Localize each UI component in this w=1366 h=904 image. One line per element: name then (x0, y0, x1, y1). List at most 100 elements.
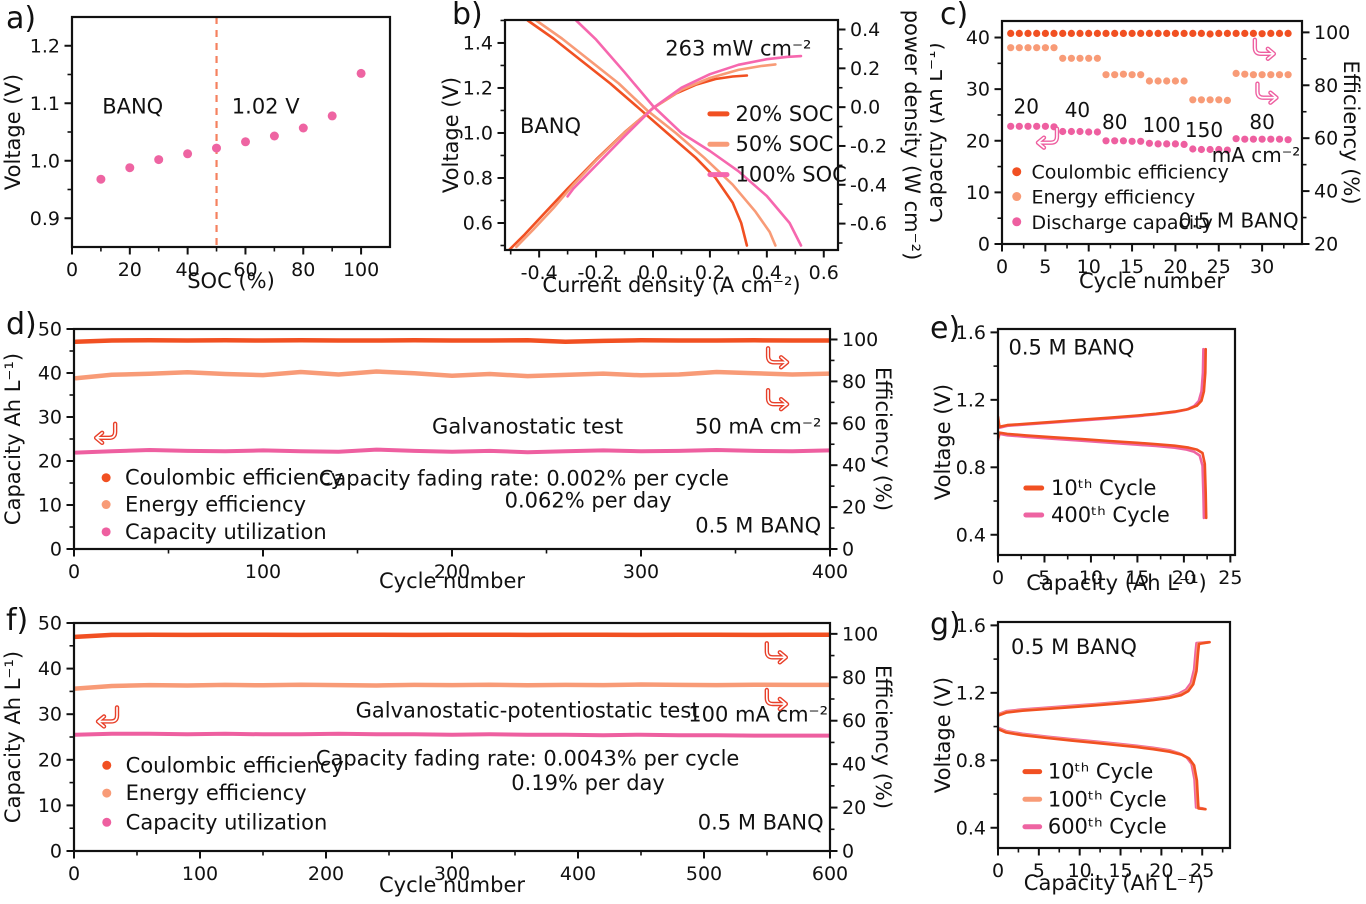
panel-b-label: b) (452, 0, 483, 32)
chart-text: -0.2 (850, 135, 887, 157)
chart-text: 5 (1039, 256, 1051, 278)
panel-f: f) 0 100 200 300 400 500 600 0 10 20 30 40 50 0 20 40 60… (0, 600, 900, 904)
annotation: 0.062% per day (505, 489, 672, 513)
series-50-soc-polarization (535, 19, 777, 247)
axis-ticks (66, 328, 838, 557)
chart-text: 5 (1033, 860, 1045, 882)
x-axis-label: Cycle number (379, 569, 525, 593)
chart-text: 20 (842, 797, 866, 819)
chart-text: 100 (842, 623, 878, 645)
panel-e-label: e) (930, 311, 961, 346)
legend-swatch-dot (101, 500, 111, 510)
x-axis-label: Cycle number (1079, 269, 1225, 293)
series-ocv (96, 68, 366, 184)
chart-text: 0.0 (638, 262, 668, 284)
chart-text: 0 (50, 841, 62, 863)
annotation: 0.5 M BANQ (695, 513, 821, 537)
chart-text: 50 (38, 319, 62, 341)
axis-ticks (66, 622, 838, 859)
axis-direction-arrow-right (764, 687, 789, 712)
panel-g: g) 0 5 10 15 20 25 0.4 0.8 1.2 1.6 Capacity (Ah L⁻… (900, 600, 1366, 904)
panel-c-chart: 0 5 10 15 20 25 30 0 10 20 30 40 20 40 60 80 100 Cycle nu… (930, 19, 1363, 293)
chart-text: 20 (1172, 567, 1196, 589)
legend: 20% SOC 50% SOC 100% SOC (707, 102, 847, 187)
chart-text: 0.9 (30, 208, 60, 230)
annotation: Galvanostatic-potentiostatic test (356, 698, 700, 722)
axis-direction-arrow-right (765, 387, 790, 412)
chart-text: 400 (812, 561, 848, 583)
panel-d: d) 0 100 200 300 400 0 10 20 30 40 50 0 20 40 60 80 100 C… (0, 300, 900, 600)
legend-swatch-dot (101, 473, 111, 483)
annotation: 0.5 M BANQ (1008, 335, 1134, 359)
legend: 10ᵗʰ Cycle 100ᵗʰ Cycle 600ᵗʰ Cycle (1022, 760, 1167, 839)
legend-label: 100ᵗʰ Cycle (1048, 787, 1167, 811)
annotation: 263 mW cm⁻² (665, 36, 811, 60)
chart-text: 300 (434, 863, 470, 885)
chart-text: 40 (38, 363, 62, 385)
annotation: Galvanostatic test (432, 415, 623, 439)
x-axis-label: SOC (%) (187, 269, 275, 293)
chart-text: 400 (560, 863, 596, 885)
plot-frame (1000, 19, 1304, 246)
axis-ticks (64, 44, 363, 255)
series-400th-discharge (997, 432, 1206, 520)
legend-label: Capacity utilization (125, 520, 327, 544)
chart-text: 10 (1068, 860, 1092, 882)
x-axis-label: Capacity (Ah L⁻¹) (1026, 571, 1206, 595)
panel-e: e) 0 5 10 15 20 25 0.4 0.8 1.2 1.6 Capacity (Ah L⁻… (900, 300, 1366, 600)
series-10th-charge (997, 347, 1208, 429)
chart-text: 200 (434, 561, 470, 583)
y-axis-label-right: Efficiency (%) (871, 665, 895, 809)
chart-text: 600 (812, 863, 848, 885)
chart-text: 0.4 (956, 817, 986, 839)
axis-direction-arrow-left (93, 421, 118, 446)
axis-direction-arrow-right (1252, 37, 1277, 61)
legend-label: 10ᵗʰ Cycle (1048, 760, 1153, 784)
tick-labels: -0.4 -0.2 0.0 0.2 0.4 0.6 0.6 0.8 1.0 1.2 1.4 0.4 0.… (463, 19, 887, 284)
legend-label: 50% SOC (736, 132, 834, 156)
chart-text: 1.6 (956, 322, 986, 344)
annotation: 20 (1014, 94, 1039, 118)
chart-text: 10 (1077, 256, 1101, 278)
chart-text: 15 (1125, 567, 1149, 589)
chart-text: 1.2 (30, 35, 60, 57)
chart-text: 80 (842, 371, 866, 393)
chart-text: 80 (291, 259, 315, 281)
axis-direction-arrow-left (1035, 126, 1060, 150)
chart-text: 20 (1163, 256, 1187, 278)
panel-d-chart: 0 100 200 300 40001020304050020406080100Cycl… (1, 319, 895, 594)
series-group (508, 19, 803, 251)
chart-text: 20 (1149, 860, 1173, 882)
y-axis-label-right: Efficiency (%) (1339, 60, 1363, 204)
chart-text: 1.0 (463, 122, 493, 144)
annotation: BANQ (520, 114, 581, 138)
y-axis-label-right: power density (W cm⁻²) (900, 10, 924, 261)
chart-text: 0 (978, 234, 990, 256)
y-axis-label-left: Voltage (V) (1, 74, 25, 190)
legend-label: Coulombic efficiency (125, 466, 343, 490)
chart-text: 60 (233, 259, 257, 281)
series-group (73, 338, 831, 455)
chart-text: 25 (1218, 567, 1242, 589)
legend-label: Energy efficiency (125, 493, 306, 517)
series-coulombic-efficiency (73, 632, 831, 640)
legend: Coulombic efficiency Energy efficiency Cap… (102, 753, 344, 834)
y-axis-label-left: Capacity Ah L⁻¹) (1, 651, 25, 823)
chart-text: 1.2 (463, 77, 493, 99)
chart-text: 30 (38, 704, 62, 726)
y-axis-label-right: Efficiency (%) (871, 367, 895, 511)
axis-ticks (990, 331, 1232, 563)
series-group (997, 347, 1208, 520)
chart-text: 0.2 (695, 262, 725, 284)
chart-text: 40 (1314, 181, 1338, 203)
chart-text: 300 (623, 561, 659, 583)
chart-text: 1.2 (956, 682, 986, 704)
legend-swatch-dot (1012, 217, 1022, 227)
tick-labels: 0 20 40 60 80 100 0.9 1.0 1.1 1.2 (30, 35, 379, 281)
legend-label: 100% SOC (736, 163, 847, 187)
legend-label: Energy efficiency (126, 781, 307, 805)
series-energy-efficiency (73, 369, 831, 381)
chart-text: 30 (38, 407, 62, 429)
chart-text: 0 (50, 539, 62, 561)
